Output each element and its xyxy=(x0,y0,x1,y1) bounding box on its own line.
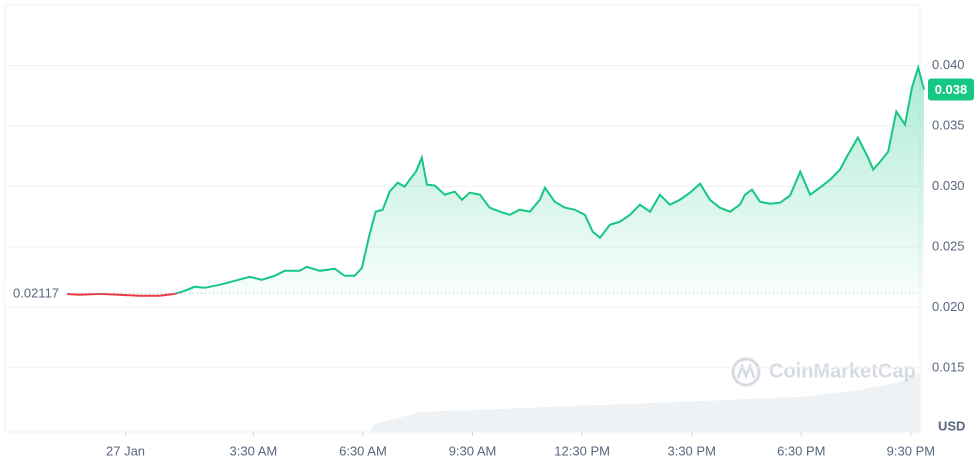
baseline-badge xyxy=(5,282,67,305)
y-tick-label: 0.025 xyxy=(932,238,965,253)
area xyxy=(64,67,925,294)
volume-area xyxy=(200,372,920,432)
y-tick-label: 0.015 xyxy=(932,359,965,374)
price-badge xyxy=(928,78,974,101)
price-badge-label: 0.038 xyxy=(935,82,968,97)
x-tick-label: 9:30 PM xyxy=(887,443,935,458)
x-tick-label: 9:30 AM xyxy=(449,443,497,458)
y-tick-label: 0.035 xyxy=(932,117,965,132)
x-tick-label: 27 Jan xyxy=(106,443,145,458)
price-line xyxy=(64,63,925,294)
y-tick-label: 0.040 xyxy=(932,57,965,72)
baseline-label: 0.02117 xyxy=(13,286,59,301)
y-tick-label: 0.020 xyxy=(932,299,965,314)
y-unit: USD xyxy=(938,418,965,433)
watermark-text: CoinMarketCap xyxy=(769,360,916,382)
x-tick-label: 3:30 PM xyxy=(667,443,715,458)
y-tick-label: 0.030 xyxy=(932,178,965,193)
watermark: CoinMarketCap xyxy=(731,357,916,387)
x-tick-label: 6:30 PM xyxy=(777,443,825,458)
x-tick-label: 12:30 PM xyxy=(554,443,610,458)
x-tick-label: 6:30 AM xyxy=(339,443,387,458)
x-tick-label: 3:30 AM xyxy=(230,443,278,458)
